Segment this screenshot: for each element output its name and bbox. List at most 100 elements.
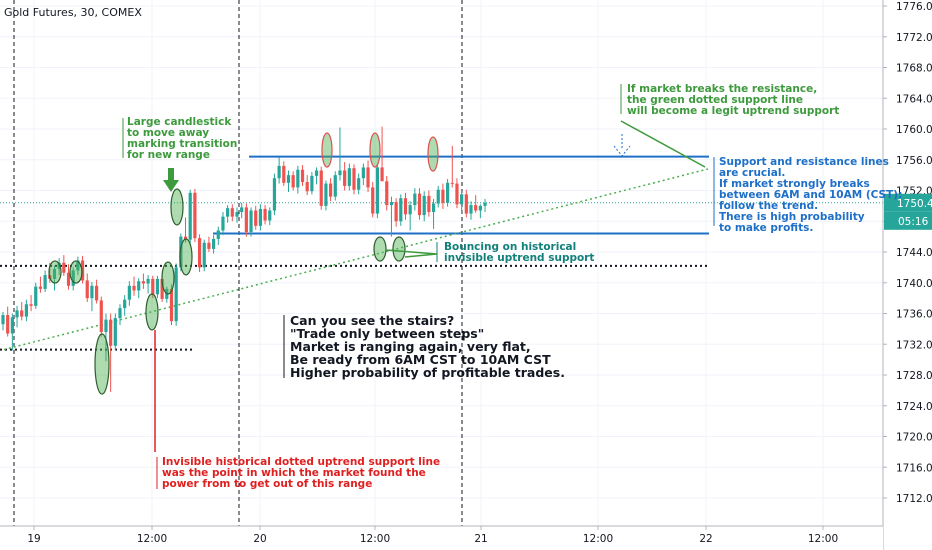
candle-body [310, 175, 314, 192]
break-note-pointer [620, 120, 706, 168]
candle-body [268, 210, 272, 221]
price-tick-label: 1760.0 [896, 124, 932, 136]
countdown-badge [884, 211, 932, 230]
candle-body [137, 281, 141, 291]
candle-body [183, 236, 188, 240]
candle-body [15, 310, 19, 318]
candle-body [441, 189, 445, 203]
green-ellipse [94, 333, 110, 395]
candle-body [127, 285, 131, 300]
annotation-invisible-uptrend: Invisible historical dotted uptrend supp… [162, 456, 441, 490]
candle-body [450, 182, 454, 184]
candle-body [286, 175, 291, 183]
candle-body [6, 315, 10, 334]
candle-body [300, 169, 305, 183]
price-tick-label: 1756.0 [896, 155, 932, 167]
candle-body [272, 178, 277, 211]
candle-body [123, 299, 127, 309]
red-ellipse [427, 136, 439, 172]
candle-body [464, 194, 468, 214]
candle-body [408, 205, 412, 215]
annotation-large-candle: Large candlestick to move away marking t… [127, 116, 238, 161]
green-ellipse [392, 236, 406, 262]
price-axis-bg [883, 0, 932, 550]
candle-body [230, 208, 234, 217]
candle-body [380, 167, 384, 182]
time-tick-label: 12:00 [360, 533, 390, 545]
candle-body [399, 198, 403, 222]
candle-body [113, 318, 117, 346]
candle-body [403, 198, 408, 215]
candle-body [422, 195, 426, 216]
price-tick-label: 1732.0 [896, 339, 932, 351]
time-axis-bg [0, 526, 883, 550]
candle-body [478, 205, 482, 211]
candle-body [431, 203, 436, 213]
time-axis[interactable]: 19 12:00 20 12:00 21 12:00 22 12:00 [0, 525, 883, 550]
candle-body [1, 315, 5, 325]
price-axis[interactable]: 1712.0 1716.0 1720.0 1724.0 1728.0 1732.0 1736… [882, 0, 932, 550]
candle-body [254, 210, 258, 226]
candle-body [277, 165, 281, 179]
candle-body [85, 280, 89, 299]
candle-body [455, 183, 459, 205]
price-tick-label: 1744.0 [896, 247, 932, 259]
candle-body [62, 262, 66, 273]
candle-body [240, 207, 244, 213]
candle-body [179, 236, 183, 268]
price-tick-label: 1740.0 [896, 278, 932, 290]
candle-body [314, 170, 319, 176]
candle-body [338, 170, 342, 176]
candle-body [375, 167, 379, 214]
time-tick-label: 12:00 [583, 533, 613, 545]
dotted-arrow-icon [613, 134, 631, 157]
countdown-label: 05:16 [898, 216, 929, 228]
candle-body [329, 183, 333, 197]
candle-body [29, 304, 33, 306]
candle-body [417, 193, 422, 216]
price-tick-label: 1720.0 [896, 432, 932, 444]
candle-body [319, 170, 323, 206]
price-tick-label: 1772.0 [896, 32, 932, 44]
price-tick-label: 1776.0 [896, 1, 932, 13]
candle-body [212, 238, 216, 249]
candle-body [366, 167, 370, 188]
candle-body [305, 182, 309, 192]
candle-body [324, 183, 328, 206]
candle-body [43, 275, 47, 289]
uptrend-dotted-line [3, 168, 709, 351]
candle-body [474, 205, 478, 211]
candle-body [24, 304, 28, 317]
candle-body [389, 202, 394, 206]
candle-body [483, 202, 487, 206]
candle-body [446, 182, 450, 203]
candle-body [151, 278, 155, 295]
candle-body [427, 195, 431, 213]
session-separators [13, 0, 463, 526]
candle-body [71, 270, 75, 286]
candle-body [38, 286, 43, 289]
candle-body [244, 207, 248, 233]
last-price-label: 1750.4 [897, 198, 932, 210]
price-tick-label: 1724.0 [896, 401, 932, 413]
candle-body [226, 208, 230, 217]
candle-body [155, 278, 160, 295]
candle-body [352, 168, 356, 190]
time-tick-label: 22 [699, 533, 712, 545]
candle-body [296, 169, 300, 188]
annotation-arrows [122, 84, 715, 489]
green-ellipse [145, 293, 159, 331]
candle-body [141, 281, 145, 284]
candle-body [104, 319, 108, 332]
green-ellipse [69, 260, 83, 284]
price-tick-label: 1768.0 [896, 63, 932, 75]
candle-body [371, 187, 375, 214]
candle-body [132, 285, 136, 291]
candle-body [436, 189, 440, 204]
annotation-stairs: Can you see the stairs? "Trade only betw… [290, 313, 565, 380]
candle-body [361, 167, 365, 179]
candle-body [66, 272, 71, 286]
green-ellipse [48, 260, 62, 284]
red-ellipse [321, 132, 333, 168]
